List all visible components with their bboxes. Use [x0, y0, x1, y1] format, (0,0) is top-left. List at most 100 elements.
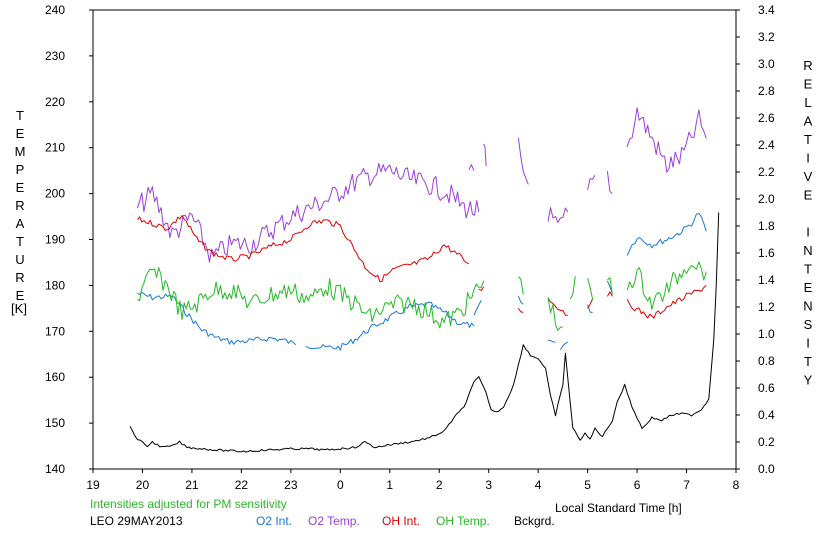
series-line-o2-int: [305, 301, 475, 351]
right-axis-title-letter: V: [804, 169, 813, 184]
legend-entry: O2 Int.: [256, 514, 292, 528]
left-tick-label: 220: [45, 95, 65, 109]
series-line-o2-temp: [483, 143, 487, 167]
right-axis-title-letter: R: [803, 58, 812, 73]
right-axis-title-letter: T: [804, 354, 812, 369]
right-axis-title-letter: N: [803, 243, 812, 258]
left-tick-label: 140: [45, 462, 65, 476]
series-line-oh-int: [547, 297, 568, 316]
right-axis-title-letter: I: [806, 336, 810, 351]
right-tick-label: 2.0: [758, 192, 775, 206]
left-tick-label: 210: [45, 141, 65, 155]
x-tick-label: 19: [86, 478, 100, 492]
right-tick-label: 1.6: [758, 246, 775, 260]
right-axis-title-letter: E: [804, 77, 813, 92]
axis-ticks: 140 150 160 1 7 0 180 190 200 210 220 230 240 0.0 0.2 0…: [45, 3, 775, 492]
right-axis-title-letter: I: [806, 151, 810, 166]
series-line-oh-temp: [607, 277, 613, 295]
left-tick-label: 180: [45, 278, 65, 292]
left-axis-title-letter: R: [15, 198, 24, 213]
right-tick-label: 0.8: [758, 354, 775, 368]
right-tick-label: 2.6: [758, 111, 775, 125]
right-tick-label: 2.8: [758, 84, 775, 98]
x-tick-label: 3: [485, 478, 492, 492]
x-tick-label: 23: [284, 478, 298, 492]
series-line-o2-temp: [626, 107, 707, 173]
series-line-o2-int: [547, 339, 556, 343]
series-line-oh-int: [606, 291, 613, 297]
series-line-o2-temp: [547, 207, 569, 223]
right-axis-title-letter: E: [804, 188, 813, 203]
x-tick-label: 22: [235, 478, 249, 492]
x-tick-label: 21: [185, 478, 199, 492]
series-line-o2-int: [626, 213, 707, 256]
left-axis-title-letter: E: [16, 180, 25, 195]
series-line-o2-int: [473, 300, 482, 316]
x-tick-label: 1: [386, 478, 393, 492]
series-line-o2-int: [559, 341, 569, 351]
right-tick-label: 0.4: [758, 408, 775, 422]
left-tick-label: 240: [45, 3, 65, 17]
left-tick-label: 200: [45, 187, 65, 201]
x-tick-label: 0: [337, 478, 344, 492]
right-tick-label: 0.6: [758, 381, 775, 395]
left-tick-label: 190: [45, 233, 65, 247]
left-axis-title-letter: E: [16, 126, 25, 141]
right-tick-label: 0.2: [758, 435, 775, 449]
x-tick-label: 20: [136, 478, 150, 492]
x-tick-label: 7: [683, 478, 690, 492]
left-axis-title-letter: T: [16, 234, 24, 249]
plot-area: [129, 107, 720, 453]
legend-entry: OH Temp.: [436, 514, 490, 528]
legend-entry: Bckgrd.: [514, 514, 555, 528]
x-tick-label: 4: [535, 478, 542, 492]
series-line-oh-int: [517, 308, 524, 313]
left-tick-label: 160: [45, 370, 65, 384]
right-tick-label: 1.4: [758, 273, 775, 287]
series-line-oh-int: [626, 285, 707, 319]
left-axis-title-letter: M: [15, 144, 26, 159]
series-line-o2-int: [587, 304, 593, 313]
series-line-oh-int: [587, 298, 594, 309]
legend-entry: OH Int.: [382, 514, 420, 528]
right-tick-label: 3.4: [758, 3, 775, 17]
series-line-o2-temp: [468, 164, 475, 171]
series-line-o2-temp: [137, 162, 480, 263]
right-axis-title-letter: E: [804, 280, 813, 295]
left-tick-label: 150: [45, 416, 65, 430]
x-axis-title: Local Standard Time [h]: [555, 501, 682, 515]
series-line-oh-temp: [569, 276, 576, 300]
left-tick-label: 230: [45, 49, 65, 63]
legend-entry: O2 Temp.: [308, 514, 360, 528]
left-axis-title-letter: P: [16, 162, 25, 177]
series-line-oh-temp: [137, 267, 485, 329]
left-axis-title-letter: A: [16, 216, 25, 231]
series-line-oh-temp: [518, 276, 524, 295]
right-tick-label: 1.8: [758, 219, 775, 233]
left-axis-title-letter: R: [15, 270, 24, 285]
right-axis-title-letter: I: [806, 225, 810, 240]
series-line-bckgrd: [129, 212, 720, 453]
series-line-oh-temp: [547, 297, 563, 331]
series-line-oh-int: [137, 215, 470, 283]
right-tick-label: 0.0: [758, 462, 775, 476]
left-axis-title-letter: U: [15, 252, 24, 267]
right-axis-title-letter: N: [803, 299, 812, 314]
right-tick-label: 2.2: [758, 165, 775, 179]
series-line-oh-temp: [626, 261, 707, 310]
plot-border: [92, 9, 737, 470]
series-line-o2-int: [517, 295, 524, 305]
right-tick-label: 3.0: [758, 57, 775, 71]
series-line-oh-int: [478, 286, 485, 291]
right-axis-title-letter: T: [804, 132, 812, 147]
right-axis-title-letter: L: [804, 95, 811, 110]
plot-frame: [92, 9, 737, 470]
x-tick-label: 6: [634, 478, 641, 492]
series-line-oh-temp: [587, 278, 594, 300]
right-axis-title-letter: A: [804, 114, 813, 129]
right-tick-label: 3.2: [758, 30, 775, 44]
series-line-o2-temp: [606, 171, 613, 194]
left-axis-unit: [K]: [11, 301, 27, 316]
